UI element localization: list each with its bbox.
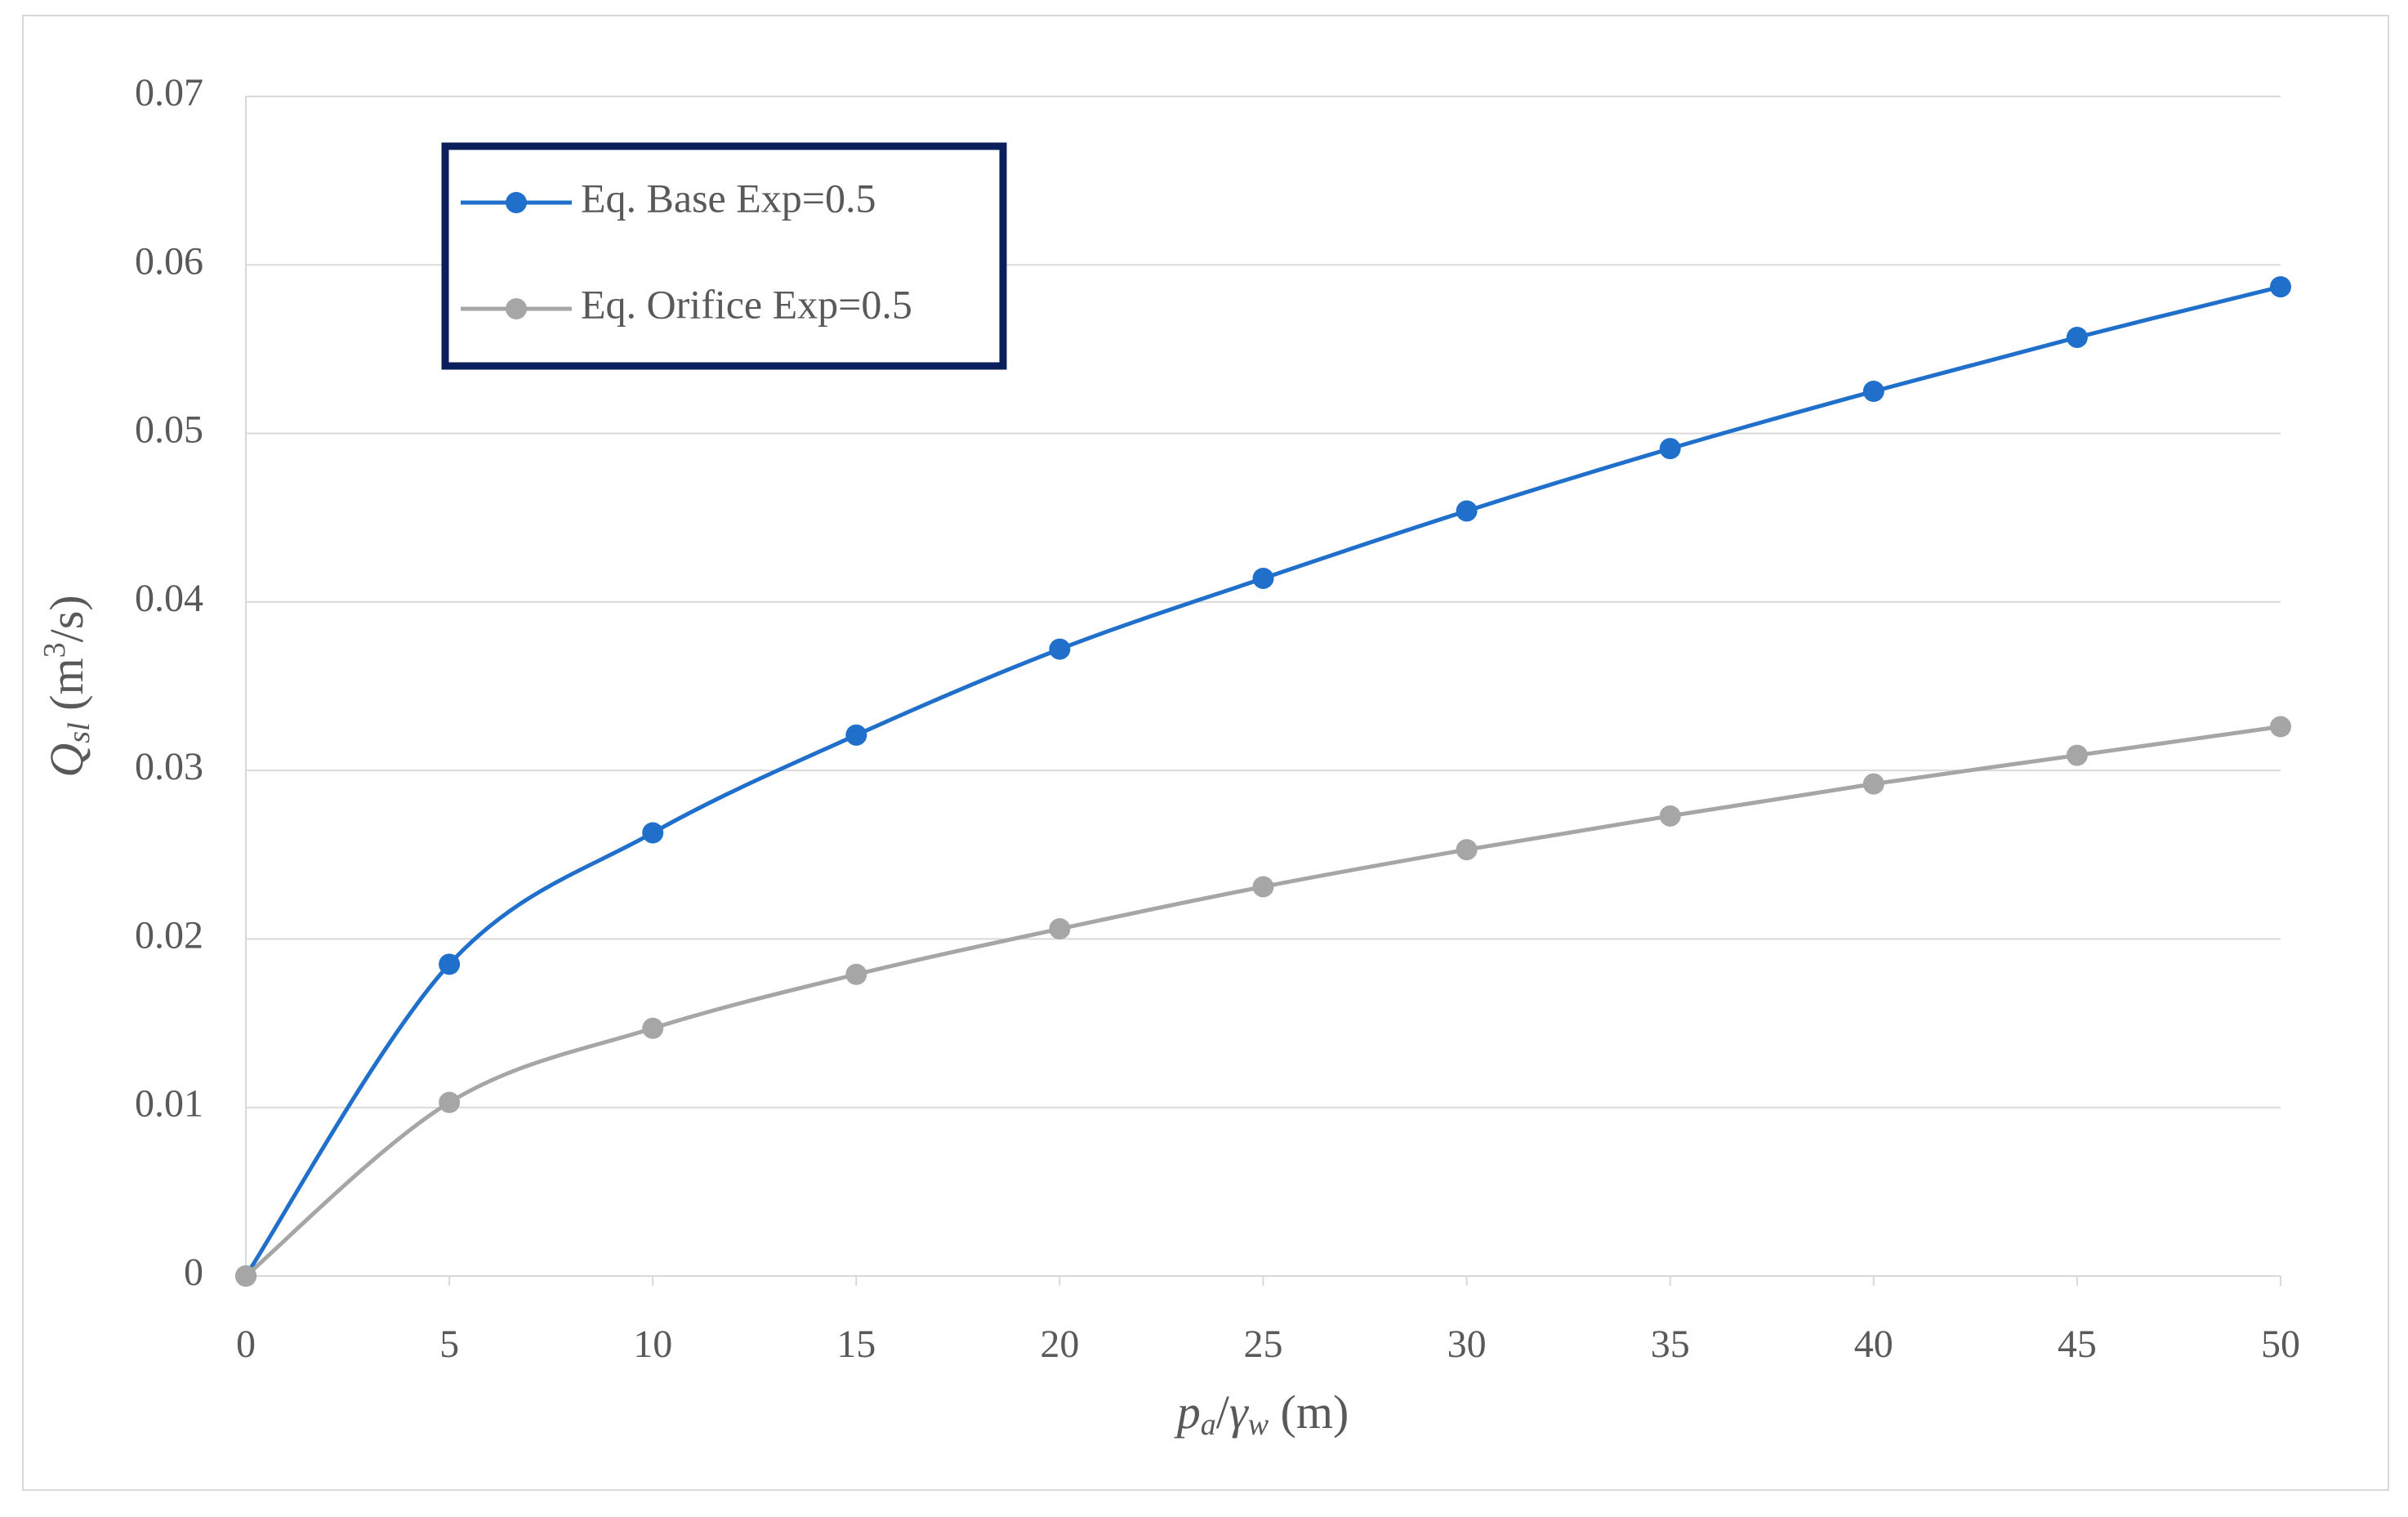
x-label-part: (m) bbox=[1269, 1385, 1349, 1439]
data-point bbox=[845, 963, 867, 985]
x-tick-label: 20 bbox=[1040, 1323, 1079, 1366]
y-label-part: 3 bbox=[38, 642, 72, 658]
legend-label: Eq. Orifice Exp=0.5 bbox=[581, 281, 912, 327]
chart-frame bbox=[22, 15, 2389, 1491]
series-line bbox=[244, 725, 2281, 1278]
x-tick-label: 45 bbox=[2058, 1323, 2097, 1366]
y-axis-label: Qsl (m3/s) bbox=[38, 595, 96, 777]
x-tick-label: 30 bbox=[1447, 1323, 1487, 1366]
data-point bbox=[1049, 918, 1071, 940]
data-point bbox=[2270, 276, 2291, 298]
data-point bbox=[642, 822, 664, 844]
x-tick-label: 40 bbox=[1854, 1323, 1893, 1366]
x-label-part: a bbox=[1201, 1408, 1216, 1442]
data-point bbox=[1049, 638, 1071, 660]
data-point bbox=[1862, 773, 1884, 795]
data-point bbox=[1252, 876, 1274, 898]
data-point bbox=[439, 953, 461, 975]
y-tick-label: 0.02 bbox=[135, 913, 203, 957]
x-tick-label: 15 bbox=[836, 1323, 876, 1366]
data-point bbox=[2066, 326, 2088, 348]
y-tick-label: 0 bbox=[184, 1251, 203, 1294]
x-axis-label: pa/γw (m) bbox=[1174, 1385, 1349, 1441]
data-point bbox=[1659, 438, 1681, 460]
data-point bbox=[439, 1091, 461, 1113]
series-line bbox=[243, 284, 2281, 1278]
data-point bbox=[1252, 567, 1274, 589]
data-point bbox=[1456, 500, 1478, 522]
data-point bbox=[2066, 744, 2088, 766]
data-point bbox=[1456, 839, 1478, 861]
legend-marker bbox=[506, 298, 527, 319]
legend-marker bbox=[506, 192, 527, 213]
data-point bbox=[1659, 805, 1681, 827]
y-tick-label: 0.01 bbox=[135, 1082, 203, 1126]
y-tick-label: 0.04 bbox=[135, 577, 203, 620]
legend-box bbox=[441, 142, 1007, 370]
x-tick-label: 0 bbox=[236, 1323, 256, 1366]
x-tick-label: 25 bbox=[1244, 1323, 1283, 1366]
data-point bbox=[642, 1017, 664, 1039]
y-tick-label: 0.06 bbox=[135, 239, 203, 283]
y-label-part: /s) bbox=[40, 595, 93, 642]
x-label-part: / bbox=[1216, 1385, 1230, 1439]
y-tick-label: 0.05 bbox=[135, 408, 203, 452]
x-tick-label: 35 bbox=[1651, 1323, 1690, 1366]
data-point bbox=[2270, 716, 2291, 738]
x-tick-label: 10 bbox=[633, 1323, 672, 1366]
x-tick-label: 5 bbox=[439, 1323, 459, 1366]
legend-label: Eq. Base Exp=0.5 bbox=[581, 175, 876, 221]
y-tick-label: 0.07 bbox=[135, 71, 203, 114]
x-label-part: γ bbox=[1229, 1385, 1250, 1439]
y-label-part: Q bbox=[40, 743, 93, 778]
y-label-part: (m bbox=[40, 658, 93, 722]
x-tick-label: 50 bbox=[2261, 1323, 2300, 1366]
y-label-part: sl bbox=[62, 722, 96, 743]
y-tick-label: 0.03 bbox=[135, 745, 203, 788]
x-label-part: w bbox=[1248, 1408, 1269, 1442]
data-point bbox=[1862, 381, 1884, 402]
x-label-part: p bbox=[1174, 1385, 1201, 1439]
data-point bbox=[235, 1265, 256, 1287]
data-point bbox=[845, 724, 867, 746]
